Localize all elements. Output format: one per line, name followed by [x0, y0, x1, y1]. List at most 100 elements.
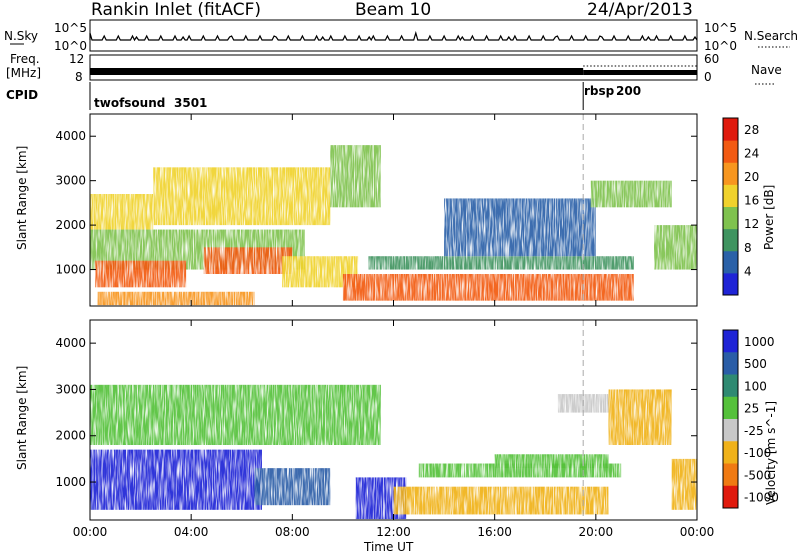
power-data: [90, 145, 697, 306]
power-region: [203, 247, 293, 274]
velocity-colorbar-segment: [723, 463, 738, 487]
velocity-y-axis-label: Slant Range [km]: [15, 366, 29, 470]
freq-tick-top: 12: [69, 52, 84, 66]
velocity-region: [90, 449, 262, 510]
power-colorbar-tick-label: 28: [744, 123, 759, 137]
velocity-colorbar-segment: [723, 352, 738, 375]
power-colorbar-tick-label: 12: [744, 217, 759, 231]
freq-label: Freq.: [10, 52, 40, 66]
freq-tick-bottom: 8: [75, 70, 83, 84]
velocity-colorbar-tick-label: -100: [744, 446, 771, 460]
nave-label: Nave: [751, 63, 782, 77]
velocity-region: [494, 454, 609, 469]
power-y-ticks: 1000 2000 3000 4000: [55, 129, 697, 277]
velocity-x-tick-label: 16:00: [477, 525, 512, 539]
power-region: [153, 167, 331, 226]
power-colorbar-tick-label: 8: [744, 241, 752, 255]
station-title: Rankin Inlet (fitACF): [91, 0, 261, 20]
velocity-y-tick-label: 4000: [55, 336, 86, 350]
velocity-x-ticks: 00:00 04:00 08:00 12:00 16:00 20:00 00:00: [73, 320, 715, 539]
velocity-colorbar-label: Velocity [m s^-1]: [764, 401, 778, 505]
velocity-region: [608, 389, 672, 445]
power-region: [654, 225, 697, 270]
power-colorbar-segment: [723, 184, 738, 207]
velocity-colorbar-tick-label: 500: [744, 357, 767, 371]
velocity-x-tick-label: 08:00: [275, 525, 310, 539]
velocity-x-tick-label: 12:00: [376, 525, 411, 539]
beam-label: Beam 10: [355, 0, 431, 20]
velocity-colorbar-segment: [723, 374, 738, 398]
date-label: 24/Apr/2013: [587, 0, 693, 20]
velocity-y-tick-label: 2000: [55, 429, 86, 443]
velocity-colorbar-segment: [723, 396, 738, 420]
velocity-x-tick-label: 04:00: [174, 525, 209, 539]
nsearch-tick-bottom: 10^0: [704, 39, 737, 53]
power-region: [90, 194, 154, 230]
velocity-colorbar-segment: [723, 485, 738, 509]
velocity-region: [254, 468, 331, 506]
nsearch-label: N.Search: [744, 29, 798, 43]
freq-strip-frame: [89, 54, 698, 81]
power-x-ticks: [89, 114, 698, 306]
power-colorbar-tick-label: 20: [744, 170, 759, 184]
frequency-band: [90, 68, 584, 75]
power-colorbar-segment: [723, 206, 738, 230]
power-colorbar-tick-label: 24: [744, 146, 759, 160]
velocity-colorbar-frame: [722, 329, 739, 509]
power-region: [368, 256, 634, 270]
velocity-region: [90, 384, 381, 445]
velocity-colorbar-tick-label: 100: [744, 379, 767, 393]
power-y-tick-label: 1000: [55, 263, 86, 277]
power-colorbar-tick-label: 16: [744, 194, 759, 208]
nsearch-tick-top: 10^5: [704, 21, 737, 35]
velocity-x-tick-label: 00:00: [73, 525, 108, 539]
velocity-colorbar-segment: [723, 441, 738, 464]
power-colorbar-frame: [722, 117, 739, 296]
velocity-colorbar-segment: [723, 330, 738, 353]
freq-unit: [MHz]: [6, 66, 41, 80]
nsky-trace: [89, 30, 698, 42]
nave-tick-bottom: 0: [704, 70, 712, 84]
velocity-y-tick-label: 1000: [55, 475, 86, 489]
velocity-colorbar-tick-label: -500: [744, 468, 771, 482]
cpid-label: CPID: [6, 88, 38, 102]
velocity-colorbar-tick-label: -25: [744, 424, 764, 438]
nave-tick-top: 60: [704, 52, 719, 66]
power-region: [342, 274, 634, 301]
velocity-region: [671, 458, 697, 510]
power-colorbar-segment: [723, 118, 738, 141]
frequency-band-rbsp: [583, 70, 697, 75]
power-colorbar-tick-label: 4: [744, 264, 752, 278]
velocity-x-tick-label: 20:00: [579, 525, 614, 539]
power-colorbar-segment: [723, 140, 738, 163]
nsky-label: N.Sky: [4, 29, 38, 43]
nsky-tick-bottom: 10^0: [54, 39, 87, 53]
nsky-tick-top: 10^5: [54, 21, 87, 35]
velocity-y-ticks: 1000 2000 3000 4000: [55, 336, 697, 489]
velocity-data: [90, 384, 697, 520]
velocity-colorbar-ticks: 1000 500 100 25 -25 -100 -500 -1000: [744, 335, 779, 505]
program-1-cpid: 3501: [174, 96, 207, 110]
power-y-axis-label: Slant Range [km]: [15, 146, 29, 250]
nsky-strip-frame: [89, 19, 698, 52]
power-colorbar-segment: [723, 228, 738, 252]
program-2-cpid: 200: [616, 84, 641, 98]
power-y-tick-label: 4000: [55, 129, 86, 143]
program-2-name: rbsp: [584, 84, 615, 98]
power-colorbar-segment: [723, 250, 738, 274]
power-region: [330, 145, 381, 208]
velocity-colorbar-tick-label: -1000: [744, 491, 779, 505]
power-region: [444, 198, 596, 257]
power-colorbar-label: Power [dB]: [762, 185, 776, 250]
velocity-x-tick-label: 00:00: [680, 525, 715, 539]
velocity-colorbar-tick-label: 25: [744, 402, 759, 416]
velocity-region: [393, 486, 609, 515]
power-y-tick-label: 3000: [55, 174, 86, 188]
power-y-tick-label: 2000: [55, 218, 86, 232]
power-region: [590, 180, 672, 208]
velocity-y-tick-label: 3000: [55, 382, 86, 396]
velocity-colorbar: [723, 330, 738, 509]
program-1-name: twofsound: [94, 96, 165, 110]
velocity-colorbar-tick-label: 1000: [744, 335, 775, 349]
